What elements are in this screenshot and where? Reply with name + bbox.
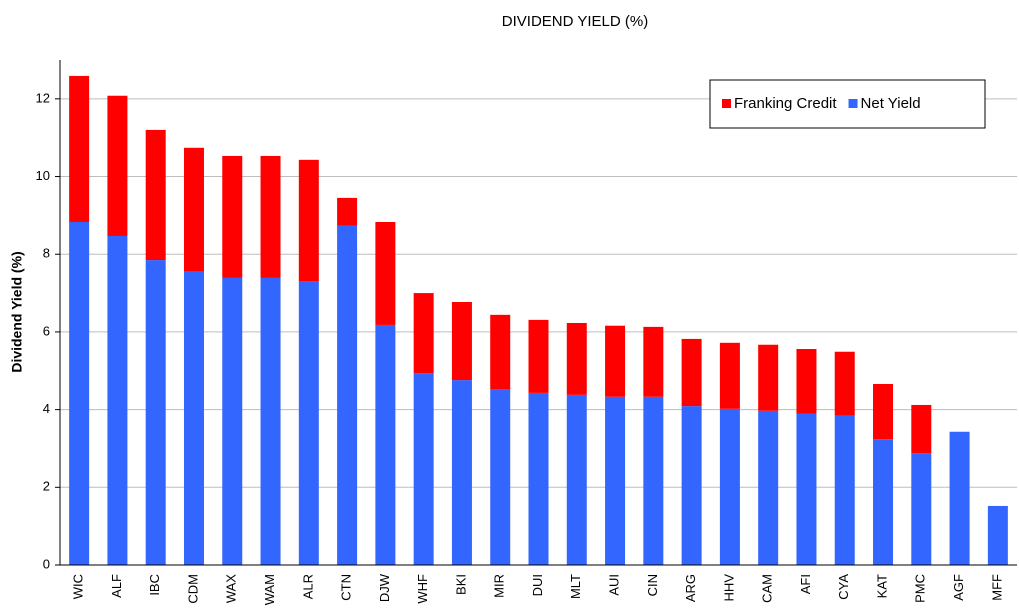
legend-label: Franking Credit: [734, 95, 837, 112]
bar-segment: [490, 389, 511, 565]
y-tick-label: 0: [43, 556, 50, 571]
bar-segment: [605, 396, 626, 565]
bar-segment: [566, 322, 587, 395]
bar-segment: [375, 221, 396, 325]
x-tick-label: WHF: [415, 574, 430, 604]
bar-segment: [758, 410, 779, 565]
x-tick-label: CDM: [185, 574, 200, 604]
bar-segment: [873, 383, 894, 440]
y-tick-label: 8: [43, 246, 50, 261]
x-tick-label: KAT: [874, 574, 889, 598]
y-tick-label: 10: [36, 168, 50, 183]
bar-segment: [298, 281, 319, 565]
y-tick-label: 6: [43, 323, 50, 338]
x-tick-label: ALR: [300, 574, 315, 599]
bar-segment: [413, 373, 434, 565]
x-tick-label: CYA: [836, 574, 851, 600]
x-tick-label: WAM: [262, 574, 277, 605]
bar-segment: [681, 406, 702, 565]
bar-segment: [375, 324, 396, 565]
bar-segment: [69, 221, 90, 565]
bar-segment: [337, 197, 358, 226]
y-tick-label: 12: [36, 90, 50, 105]
bar-segment: [222, 155, 243, 278]
bar-segment: [222, 277, 243, 565]
x-tick-label: ALF: [109, 574, 124, 598]
x-tick-label: MFF: [989, 574, 1004, 601]
y-tick-label: 2: [43, 479, 50, 494]
bar-segment: [260, 155, 281, 278]
x-tick-label: PMC: [913, 574, 928, 603]
bar-segment: [873, 439, 894, 565]
x-tick-label: DUI: [530, 574, 545, 596]
legend-swatch: [848, 99, 858, 108]
bar-segment: [987, 505, 1008, 565]
bar-segment: [758, 344, 779, 411]
bar-segment: [566, 394, 587, 565]
bar-segment: [681, 338, 702, 407]
legend-swatch: [722, 99, 731, 108]
x-tick-label: MIR: [492, 574, 507, 598]
bar-segment: [413, 293, 434, 374]
bar-segment: [337, 225, 358, 565]
bar-segment: [183, 147, 204, 272]
x-tick-label: HHV: [721, 574, 736, 602]
x-tick-label: CIN: [645, 574, 660, 596]
x-tick-label: CAM: [760, 574, 775, 603]
bar-segment: [298, 159, 319, 282]
bar-segment: [451, 380, 472, 565]
bar-segment: [949, 431, 970, 565]
bar-segment: [451, 302, 472, 381]
x-tick-label: ARG: [683, 574, 698, 602]
x-tick-label: BKI: [453, 574, 468, 595]
x-tick-label: WAX: [224, 574, 239, 603]
bar-segment: [145, 129, 166, 261]
y-axis-label: Dividend Yield (%): [9, 251, 25, 372]
bar-segment: [643, 326, 664, 397]
bar-segment: [834, 415, 855, 565]
bar-segment: [719, 408, 740, 565]
legend-label: Net Yield: [861, 95, 921, 112]
bar-segment: [107, 95, 128, 236]
x-tick-label: WIC: [71, 574, 86, 599]
bar-segment: [834, 351, 855, 416]
x-tick-label: AFI: [798, 574, 813, 594]
bar-segment: [145, 260, 166, 565]
x-tick-label: IBC: [147, 574, 162, 596]
x-tick-label: CTN: [339, 574, 354, 601]
bar-segment: [796, 349, 817, 414]
x-tick-label: DJW: [377, 573, 392, 602]
bar-segment: [528, 392, 549, 565]
bar-segment: [643, 396, 664, 565]
bar-segment: [911, 453, 932, 565]
bar-segment: [183, 271, 204, 565]
chart-title: DIVIDEND YIELD (%): [502, 13, 648, 30]
x-tick-label: MLT: [568, 574, 583, 599]
bar-segment: [260, 277, 281, 565]
y-tick-label: 4: [43, 401, 50, 416]
bar-segment: [911, 404, 932, 454]
x-tick-label: AGF: [951, 574, 966, 601]
legend-box: [709, 79, 986, 129]
bar-segment: [719, 342, 740, 409]
bar-segment: [528, 319, 549, 393]
bar-segment: [490, 314, 511, 390]
bar-segment: [107, 235, 128, 565]
x-tick-label: AUI: [606, 574, 621, 596]
bar-segment: [796, 413, 817, 565]
bar-segment: [69, 75, 90, 222]
bar-segment: [605, 325, 626, 397]
